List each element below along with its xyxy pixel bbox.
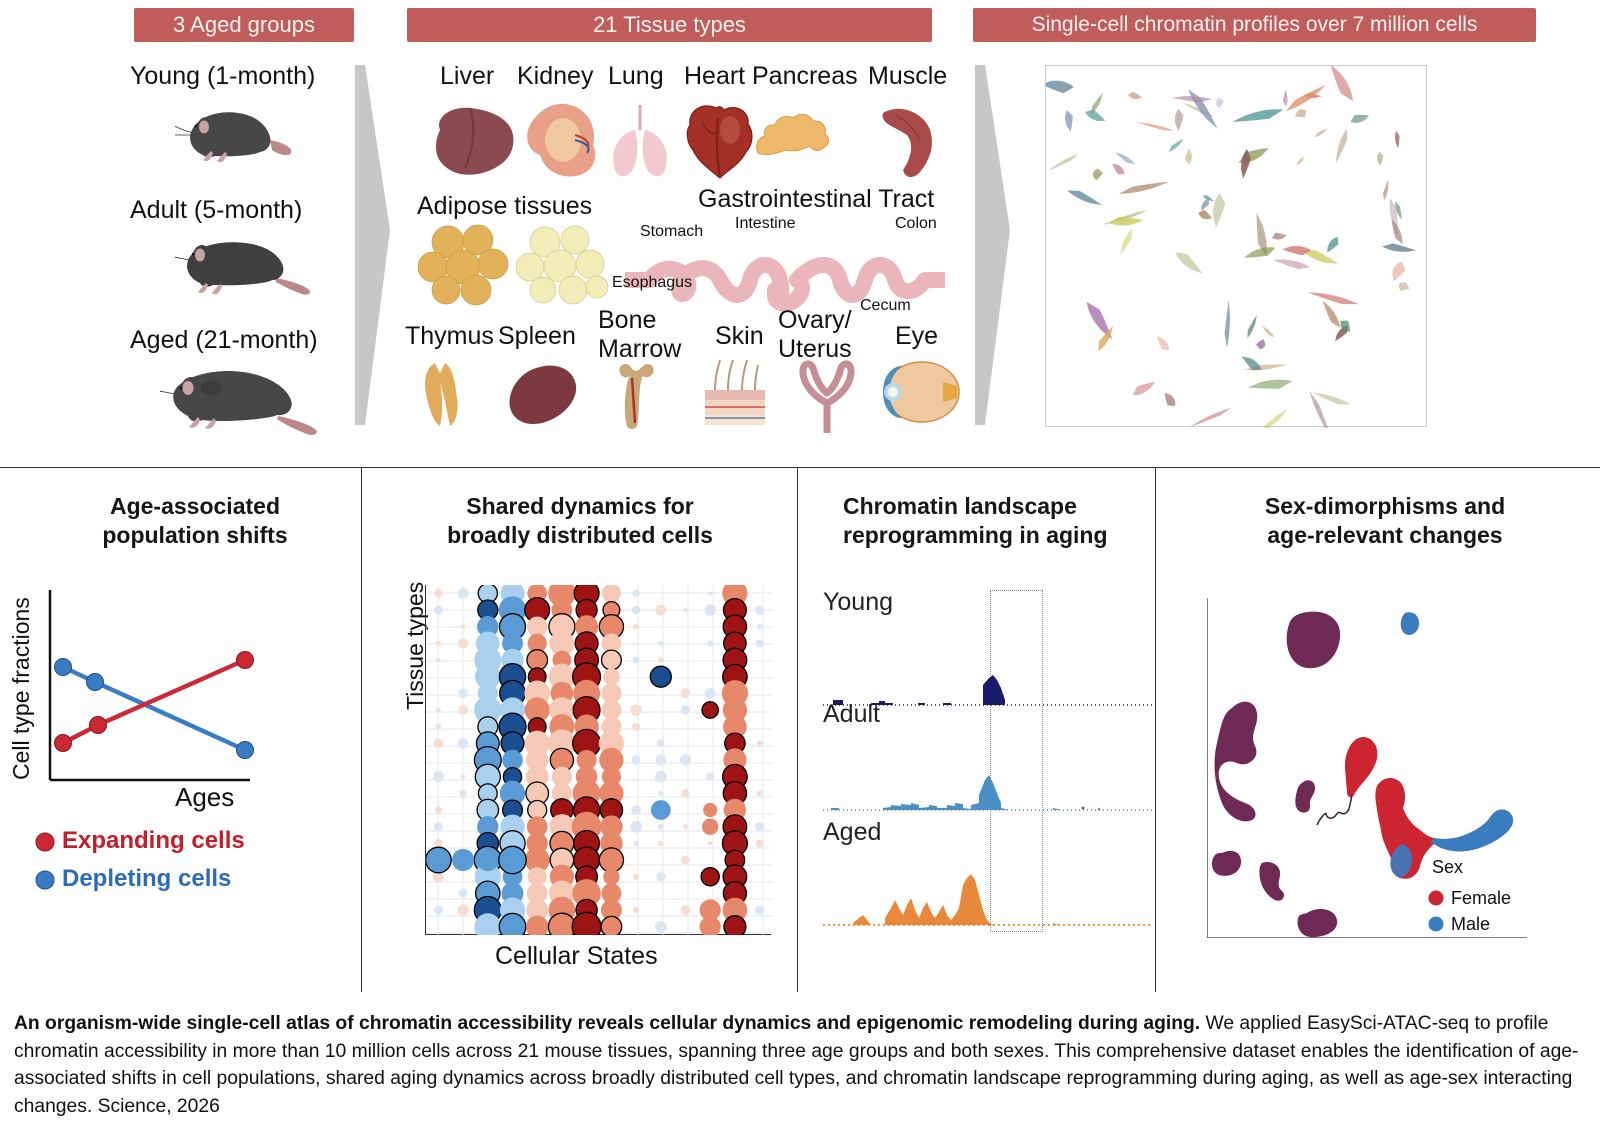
svg-text:Female: Female — [1451, 888, 1511, 908]
svg-text:Male: Male — [1451, 914, 1490, 934]
svg-text:Sex: Sex — [1432, 857, 1463, 877]
